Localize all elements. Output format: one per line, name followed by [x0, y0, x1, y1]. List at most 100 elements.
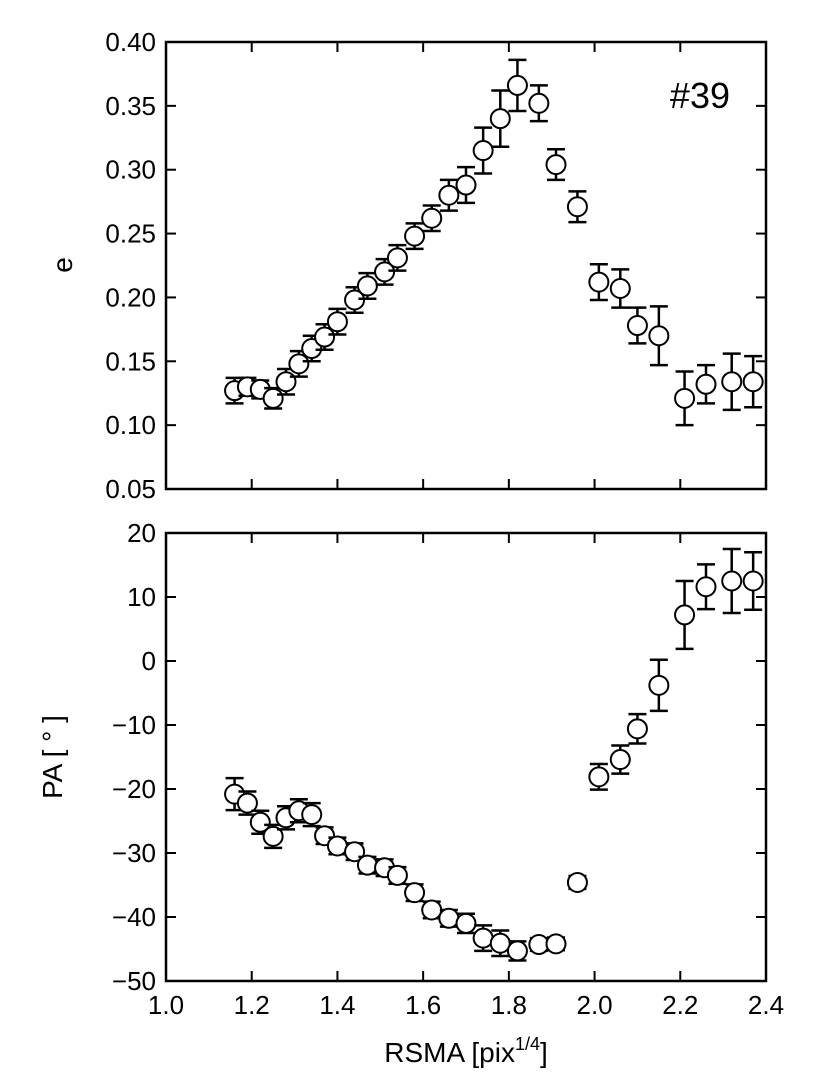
x-axis-label-end: ] [540, 1037, 548, 1068]
x-tick-label: 1.6 [405, 990, 441, 1020]
marker [506, 74, 528, 96]
data-point-bottom [404, 882, 426, 904]
data-point-bottom [506, 940, 528, 962]
marker [695, 576, 717, 598]
marker [249, 811, 271, 833]
marker [588, 271, 610, 293]
y-tick-label-top: 0.40 [105, 27, 156, 57]
marker [566, 196, 588, 218]
data-point-top [489, 89, 511, 148]
y-tick-label-top: 0.35 [105, 91, 156, 121]
data-point-top [438, 178, 460, 212]
data-point-top [506, 58, 528, 113]
marker [455, 174, 477, 196]
data-point-bottom [455, 912, 477, 935]
data-point-top [528, 84, 550, 123]
data-point-top [421, 204, 443, 233]
y-tick-label-top: 0.25 [105, 219, 156, 249]
marker [721, 570, 743, 592]
data-point-bottom [674, 579, 696, 651]
data-point-top [742, 354, 764, 409]
data-point-bottom [236, 790, 258, 816]
y-tick-labels-bottom: −50 −40 −30 −20 −10 0 10 20 [112, 518, 156, 996]
data-point-bottom [421, 899, 443, 921]
data-point-bottom [301, 801, 323, 828]
data-point-bottom [648, 658, 670, 713]
marker [344, 289, 366, 311]
data-point-top [626, 306, 648, 345]
marker [438, 907, 460, 929]
marker [545, 933, 567, 955]
data-point-top [455, 165, 477, 205]
x-tick-labels: 1.0 1.2 1.4 1.6 1.8 2.0 2.2 2.4 [148, 990, 784, 1020]
marker [566, 871, 588, 893]
frame-top [164, 40, 768, 491]
marker [326, 311, 348, 333]
marker [489, 108, 511, 130]
data-point-bottom [356, 854, 378, 876]
data-point-top [314, 322, 336, 352]
marker [438, 184, 460, 206]
data-point-bottom [626, 712, 648, 745]
marker [314, 326, 336, 348]
data-point-bottom [438, 907, 460, 929]
x-tick-label: 2.4 [748, 990, 784, 1020]
y-tick-label-bottom: 20 [127, 518, 156, 548]
points-bottom [224, 547, 764, 962]
data-point-bottom [326, 835, 348, 857]
data-point-top [545, 148, 567, 182]
data-point-bottom [588, 762, 610, 791]
marker [489, 932, 511, 954]
marker [506, 940, 528, 962]
marker [421, 207, 443, 229]
data-point-top [609, 268, 631, 309]
marker [386, 864, 408, 886]
y-tick-labels-top: 0.05 0.10 0.15 0.20 0.25 0.30 0.35 0.40 [105, 27, 156, 504]
data-point-bottom [386, 864, 408, 886]
marker [236, 792, 258, 814]
ticks-bottom [166, 533, 766, 981]
marker [356, 854, 378, 876]
marker [455, 912, 477, 934]
panel-position-angle: −50 −40 −30 −20 −10 0 10 20 1.0 1.2 1.4 1.6 1.8 2.0 2… [37, 518, 784, 1068]
marker [545, 154, 567, 176]
data-point-bottom [528, 934, 550, 956]
marker [648, 674, 670, 696]
marker [742, 570, 764, 592]
data-point-top [404, 222, 426, 251]
y-tick-label-bottom: 10 [127, 582, 156, 612]
marker [404, 225, 426, 247]
data-point-top [721, 352, 743, 412]
data-point-top [288, 349, 310, 378]
y-tick-label-top: 0.05 [105, 474, 156, 504]
data-point-top [695, 363, 717, 405]
data-point-bottom [566, 871, 588, 893]
data-point-top [648, 305, 670, 367]
marker [301, 338, 323, 360]
panel-annotation: #39 [670, 75, 730, 116]
data-point-bottom [609, 744, 631, 775]
y-tick-label-top: 0.15 [105, 346, 156, 376]
data-point-bottom [249, 809, 271, 836]
x-tick-label: 1.0 [148, 990, 184, 1020]
ticks-top [166, 42, 766, 489]
marker [648, 325, 670, 347]
marker [275, 371, 297, 393]
x-tick-label: 1.2 [234, 990, 270, 1020]
marker [695, 373, 717, 395]
data-point-top [566, 190, 588, 224]
y-tick-label-bottom: −30 [112, 838, 156, 868]
data-point-top [386, 243, 408, 272]
marker [609, 277, 631, 299]
y-tick-label-bottom: 0 [142, 646, 156, 676]
data-point-bottom [742, 550, 764, 612]
marker [288, 353, 310, 375]
frame-bottom [164, 531, 768, 983]
data-point-bottom [472, 924, 494, 953]
data-point-top [374, 257, 396, 286]
data-point-top [262, 386, 284, 410]
marker [742, 371, 764, 393]
x-axis-label: RSMA [pix1/4] [384, 1034, 548, 1068]
y-tick-label-bottom: −50 [112, 966, 156, 996]
